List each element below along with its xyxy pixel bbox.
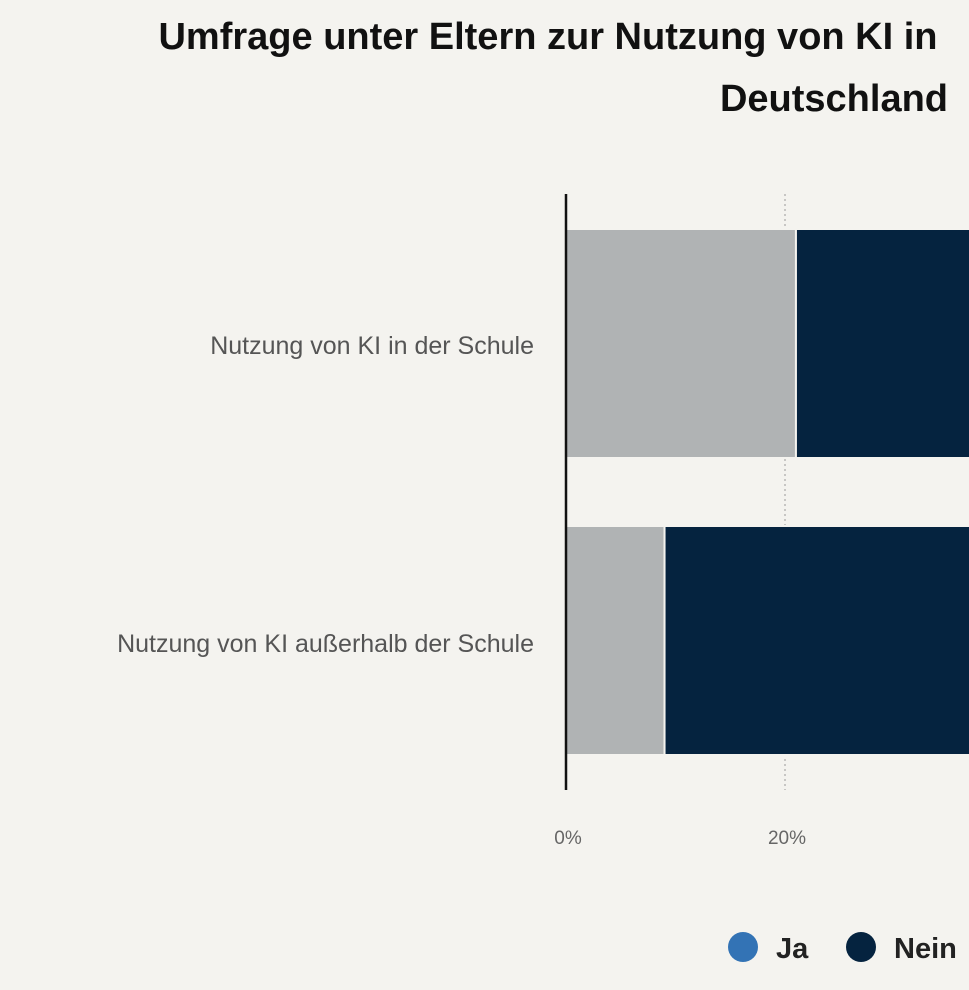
chart-title-line-1: Umfrage unter Eltern zur Nutzung von KI … [158,16,937,58]
legend-label-ja[interactable]: Ja [776,933,809,965]
category-label-schule: Nutzung von KI in der Schule [210,332,534,360]
legend-marker-nein[interactable] [846,932,876,962]
chart-title-line-2: Deutschland [720,78,948,120]
bars [565,228,969,756]
category-label-ausserhalb: Nutzung von KI außerhalb der Schule [117,630,534,658]
x-tick-label-20: 20% [768,828,806,849]
x-tick-label-0: 0% [554,828,582,849]
bar-ja-1[interactable] [565,525,666,756]
legend-marker-ja[interactable] [728,932,758,962]
legend: Ja Nein [728,932,957,965]
bar-nein-1[interactable] [663,525,969,756]
legend-label-nein[interactable]: Nein [894,933,957,965]
bar-nein-0[interactable] [794,228,969,459]
bar-ja-0[interactable] [565,228,797,459]
